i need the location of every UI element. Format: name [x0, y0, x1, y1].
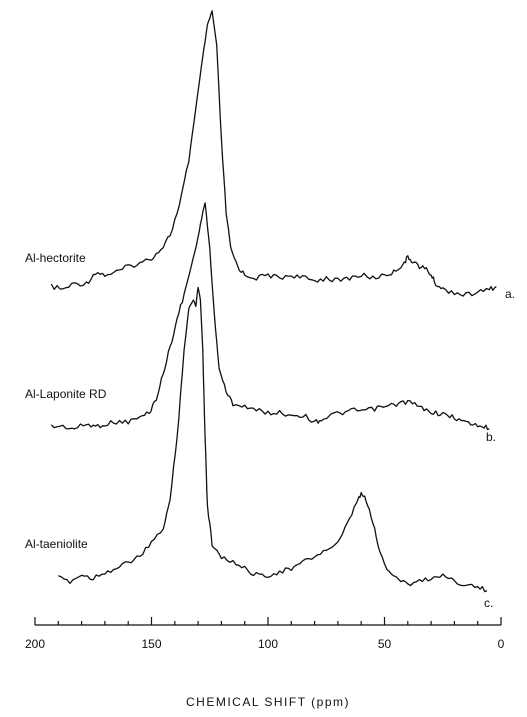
tick-label-0: 0	[498, 637, 505, 651]
spectrum-trace-a	[50, 10, 497, 297]
tick-label-100: 100	[258, 637, 278, 651]
x-axis-tick-labels: 200 150 100 50 0	[25, 637, 505, 651]
series-tag-c: c.	[484, 596, 493, 610]
series-tag-b: b.	[486, 430, 496, 444]
tick-label-150: 150	[141, 637, 161, 651]
series-tags: a. b. c.	[484, 287, 515, 610]
series-labels: Al-hectorite Al-Laponite RD Al-taeniolite	[25, 251, 107, 551]
spectrum-trace-c	[58, 286, 488, 593]
tick-label-50: 50	[378, 637, 392, 651]
spectrum-trace-b	[50, 202, 490, 431]
tick-label-200: 200	[25, 637, 45, 651]
x-axis-label: CHEMICAL SHIFT (ppm)	[186, 695, 350, 709]
spectra-traces	[50, 10, 497, 593]
x-axis-ticks	[34, 617, 502, 625]
series-label-c: Al-taeniolite	[25, 537, 88, 551]
series-tag-a: a.	[505, 287, 515, 301]
series-label-a: Al-hectorite	[25, 251, 86, 265]
series-label-b: Al-Laponite RD	[25, 387, 107, 401]
